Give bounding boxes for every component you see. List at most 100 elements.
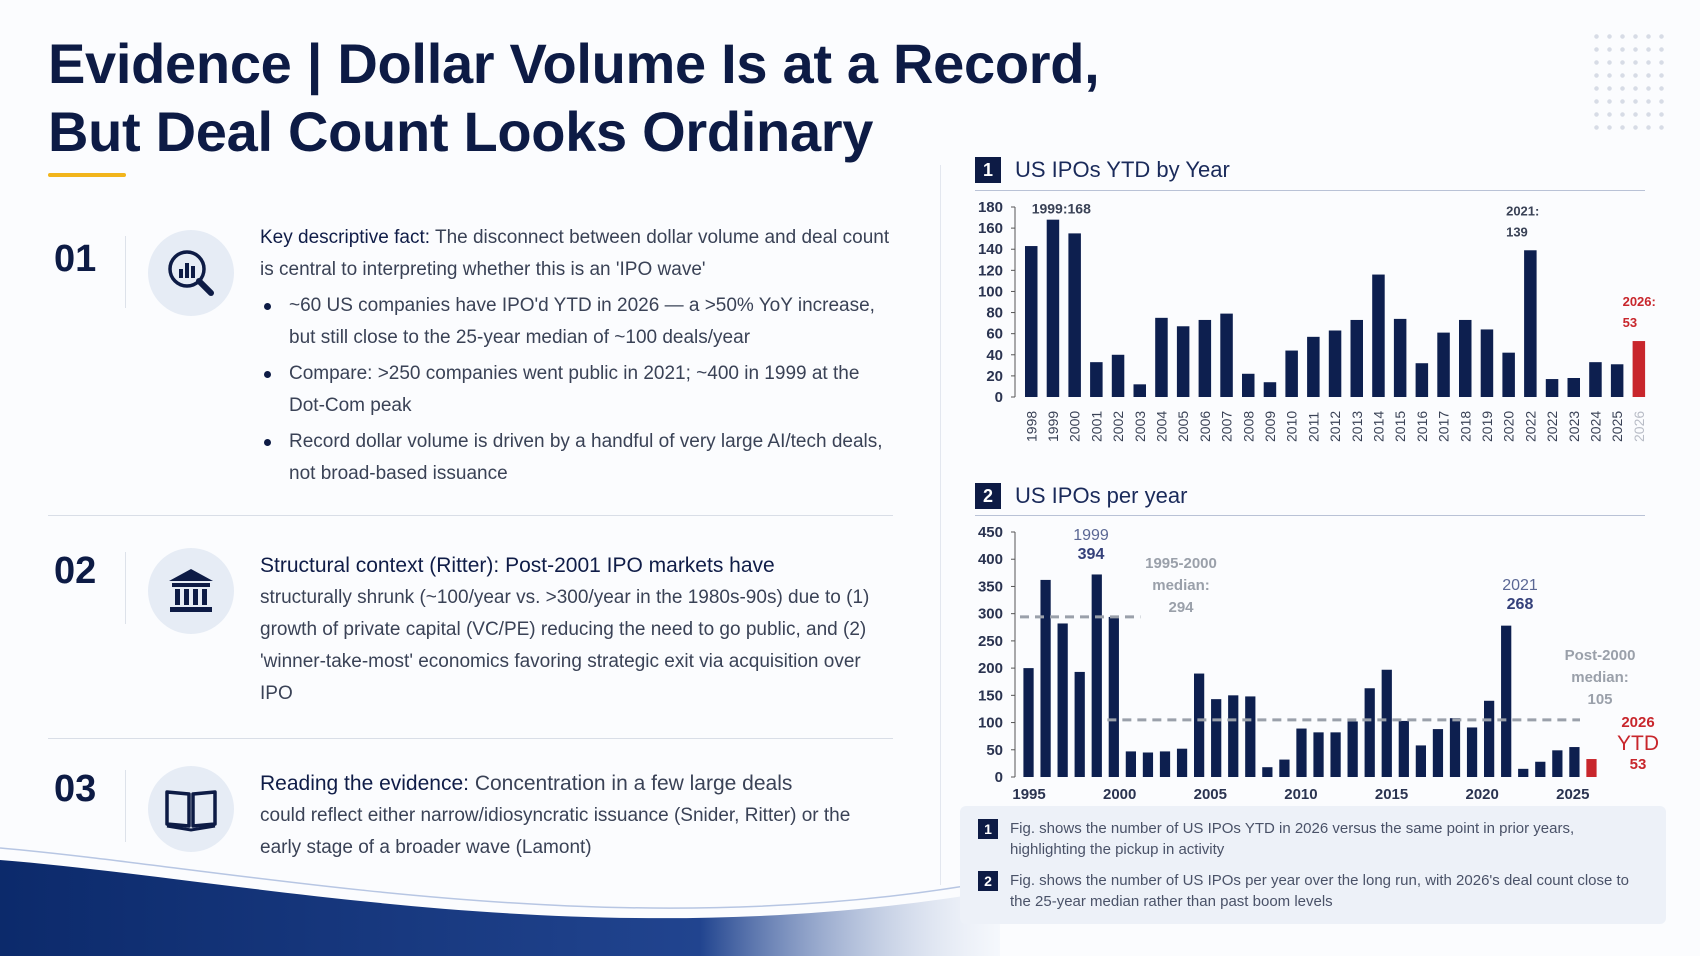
note-text: Fig. shows the number of US IPOs per yea… [1010, 872, 1630, 910]
chart1-y-tick: 80 [986, 305, 1003, 322]
chart2-annotation: 2021 [1502, 577, 1538, 594]
chart2-bar [1330, 732, 1341, 777]
chart1-x-tick: 2006 [1197, 411, 1213, 442]
chart1-x-tick: 2023 [1566, 411, 1582, 442]
chart2-y-tick: 200 [978, 660, 1003, 677]
chart2-bar [1586, 759, 1597, 777]
bullet-item: Record dollar volume is driven by a hand… [260, 426, 890, 490]
section-number: 02 [54, 550, 97, 592]
chart1-bar [1307, 336, 1320, 397]
chart2-y-tick: 150 [978, 687, 1003, 704]
chart1-bar [1220, 313, 1233, 397]
chart1-x-tick: 2022 [1544, 411, 1560, 442]
chart1-x-tick: 2007 [1219, 411, 1235, 442]
section-divider-line [125, 236, 126, 308]
chart1-y-tick: 20 [986, 368, 1003, 385]
chart1-header: 1 US IPOs YTD by Year [975, 157, 1230, 183]
title-accent-bar [48, 173, 126, 177]
chart1-bar [1632, 341, 1646, 397]
chart2-bar [1279, 759, 1290, 777]
chart2-bar [1125, 751, 1136, 777]
section-01-lead: Key descriptive fact: The disconnect bet… [260, 222, 890, 286]
chart2-bar [1245, 696, 1256, 777]
chart1-y-tick: 160 [978, 220, 1003, 237]
chart2-y-tick: 300 [978, 606, 1003, 623]
chart1-x-tick: 2012 [1327, 411, 1343, 442]
chart2-annotation: 394 [1078, 546, 1105, 563]
section-separator [48, 515, 893, 516]
chart2-median-label: median: [1571, 669, 1629, 686]
section-number: 03 [54, 768, 97, 810]
chart1-bar [1155, 317, 1168, 397]
chart1-x-tick: 2022 [1522, 411, 1538, 442]
note-2: 2 Fig. shows the number of US IPOs per y… [978, 870, 1640, 912]
chart1-bar [1090, 362, 1103, 397]
chart2-bar [1262, 767, 1273, 777]
chart2-rule [975, 515, 1645, 516]
section-02-lead-bold: Structural context (Ritter): Post-2001 I… [260, 554, 775, 577]
chart1-x-tick: 2001 [1088, 411, 1104, 442]
chart1-bar [1437, 332, 1450, 397]
chart1-x-tick: 2014 [1370, 411, 1386, 442]
chart2-median-label: Post-2000 [1565, 647, 1636, 664]
chart1-y-tick: 180 [978, 199, 1003, 216]
chart2-bar [1449, 718, 1461, 777]
chart1-bar [1242, 373, 1255, 397]
chart2-bar [1569, 747, 1580, 777]
slide-title-line1: Evidence | Dollar Volume Is at a Record, [48, 32, 1100, 95]
bank-building-icon [148, 548, 234, 634]
chart1-y-tick: 0 [995, 389, 1003, 406]
chart1-x-tick: 2020 [1501, 411, 1517, 442]
section-03-lead-big: Concentration in a few large deals [469, 772, 793, 795]
chart1-x-tick: 2024 [1587, 411, 1603, 442]
chart2-median-label: 294 [1168, 599, 1194, 616]
chart2-bar [1313, 732, 1324, 777]
chart1-y-tick: 100 [978, 283, 1003, 300]
chart2-y-tick: 350 [978, 578, 1003, 595]
chart1-annotation: 53 [1623, 315, 1637, 330]
chart1-bar [1589, 362, 1602, 397]
chart2-bar [1228, 695, 1239, 777]
bullet-item: ~60 US companies have IPO'd YTD in 2026 … [260, 290, 890, 354]
chart1-bar [1111, 354, 1125, 397]
chart2-us-ipos-per-year: 450 400 350 300 250 200 150 100 50 0 1995 2000 2005 2… [978, 524, 1659, 803]
chart2-x-tick: 2000 [1103, 786, 1136, 803]
chart2-annotation: 1999 [1073, 527, 1109, 544]
section-01-lead-bold: Key descriptive fact: [260, 227, 431, 248]
slide-title-line2: But Deal Count Looks Ordinary [48, 100, 874, 163]
section-03-lead-bold: Reading the evidence: [260, 772, 469, 795]
chart2-bar [1552, 750, 1563, 777]
chart2-annotation: 268 [1507, 596, 1534, 613]
chart2-badge: 2 [975, 483, 1001, 509]
chart1-x-tick: 2005 [1175, 411, 1191, 442]
chart2-x-tick: 2015 [1375, 786, 1408, 803]
note-1: 1 Fig. shows the number of US IPOs YTD i… [978, 818, 1640, 860]
chart1-x-tick: 2003 [1132, 411, 1148, 442]
section-02-body: structurally shrunk (~100/year vs. >300/… [260, 587, 870, 704]
section-divider-line [125, 770, 126, 842]
chart2-x-tick: 1995 [1012, 786, 1045, 803]
slide-title: Evidence | Dollar Volume Is at a Record,… [48, 30, 1100, 166]
chart2-bar [1535, 761, 1546, 777]
section-number: 01 [54, 238, 97, 280]
chart2-bar [1364, 688, 1375, 777]
chart1-bar [1350, 319, 1363, 397]
chart2-bar [1347, 721, 1358, 777]
chart1-x-tick: 2019 [1479, 411, 1495, 442]
chart1-annotation: 139 [1506, 224, 1528, 239]
chart1-bar [1459, 319, 1472, 397]
chart1-bar [1610, 364, 1624, 397]
chart2-bar [1057, 623, 1068, 777]
chart2-bar [1484, 700, 1495, 777]
chart1-x-tick: 2013 [1349, 411, 1365, 442]
note-text: Fig. shows the number of US IPOs YTD in … [1010, 820, 1575, 858]
chart2-title: US IPOs per year [1015, 483, 1188, 508]
section-01-bullets: ~60 US companies have IPO'd YTD in 2026 … [260, 290, 890, 490]
chart1-annotation: 2021: [1506, 203, 1539, 218]
chart2-x-tick: 2020 [1466, 786, 1499, 803]
chart2-y-tick: 100 [978, 715, 1003, 732]
chart2-bar [1415, 745, 1426, 777]
chart1-bar [1046, 219, 1060, 397]
chart2-bar [1142, 752, 1154, 777]
chart2-bar [1023, 668, 1034, 777]
